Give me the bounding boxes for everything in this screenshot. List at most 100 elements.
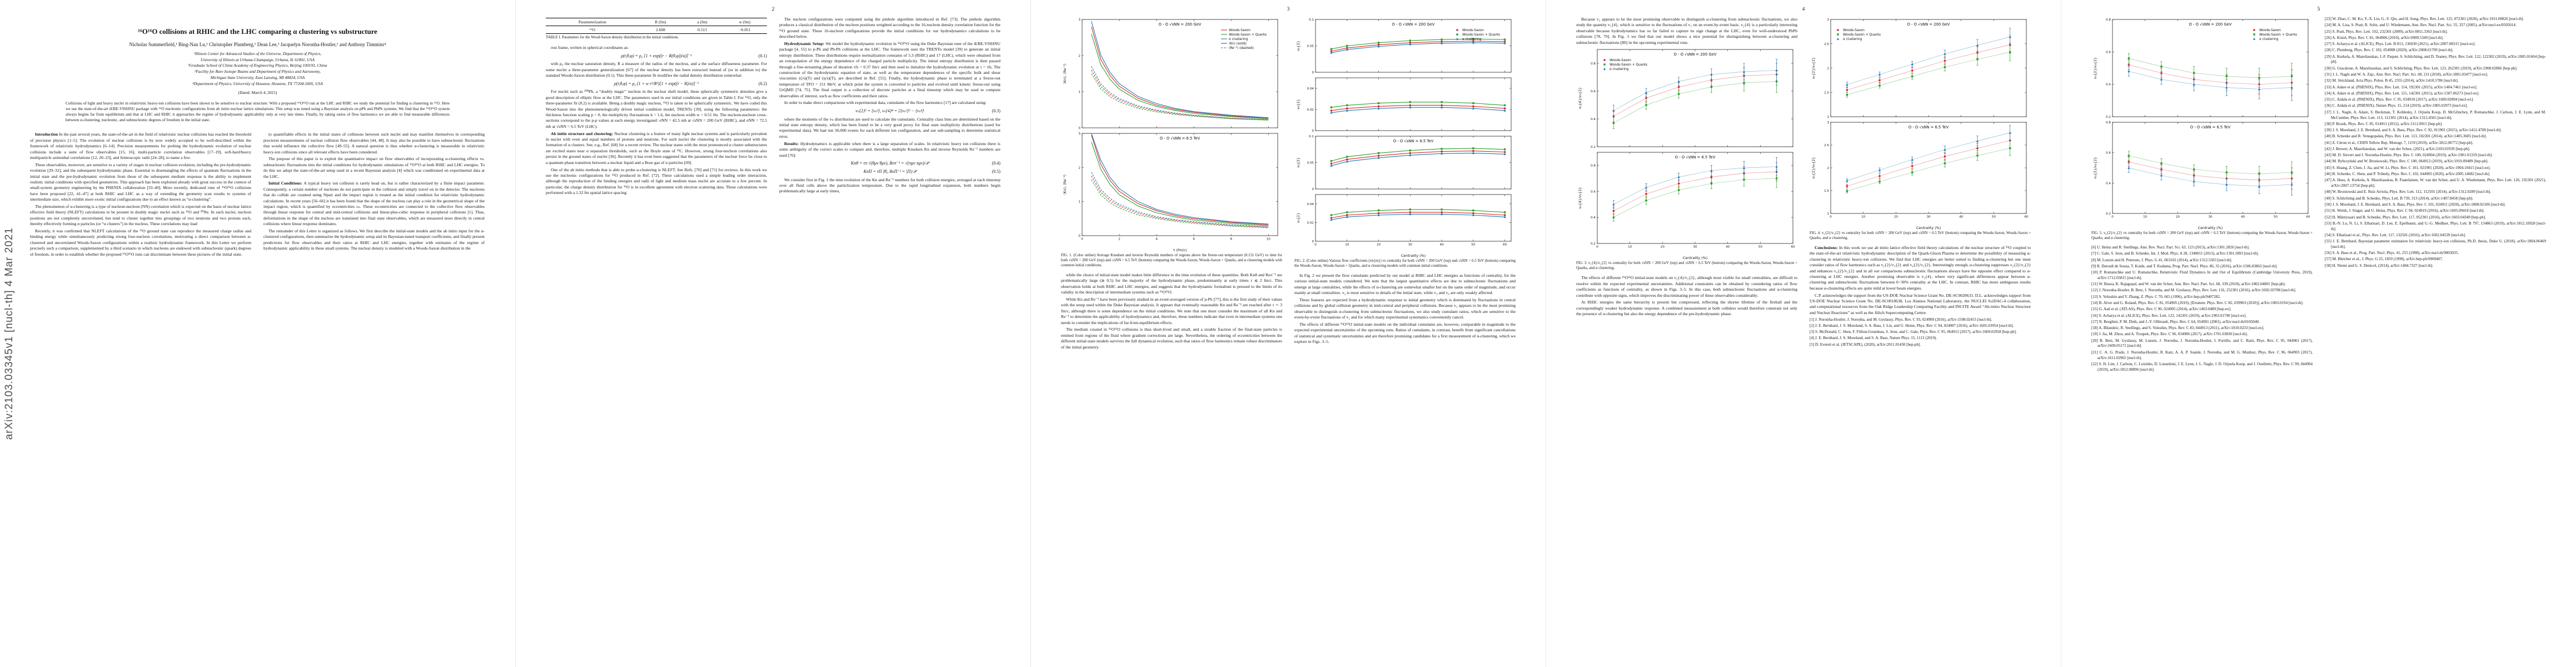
parameters-table: Parameterization R (fm) a (fm) w (fm) ¹⁶O 2.6… (546, 18, 767, 34)
svg-text:⟨Re⁻¹⟩ (dashed): ⟨Re⁻¹⟩ (dashed) (1229, 46, 1254, 50)
paragraph: We consider first in Fig. 1 the time evo… (779, 177, 1000, 194)
column-right: 0 0.05 0.1 O - O √sNN = 200 GeV v₂{2} Woods-S… (1294, 17, 1516, 351)
svg-text:30: 30 (1693, 246, 1697, 249)
reference-item: [16] S. Acharya et al. (ALICE), Phys. Re… (2091, 313, 2247, 318)
reference-item: [57] M. Bleicher et al., J. Phys. G 25, … (2325, 257, 2443, 262)
svg-text:Woods-Saxon: Woods-Saxon (1843, 29, 1865, 32)
column-left: Because v₂ appears to be the most promis… (1576, 17, 1797, 349)
paragraph: Conclusions: In this work we use ab init… (1810, 245, 2031, 291)
paragraph: In Fig. 2 we present the flow cumulants … (1294, 272, 1516, 296)
page-1: arXiv:2103.03345v1 [nucl-th] 4 Mar 2021 … (0, 0, 515, 667)
section-lead: Results: (784, 141, 800, 146)
figure-1-chart: 0 1 2 3 O - O √sNN = 200 GeV ⟨Kn⟩, ⟨Re⁻¹⟩ Wood… (1061, 17, 1282, 252)
reference-item: [29] A. Kurkela, A. Mazeliauskas, J.-F. … (2325, 54, 2546, 64)
reference-item: [8] M. Luzum and H. Petersen, J. Phys. G… (2091, 257, 2233, 262)
svg-text:α clustering: α clustering (2259, 38, 2279, 41)
page-2-body: Parameterization R (fm) a (fm) w (fm) ¹⁶O 2.6… (546, 17, 1000, 197)
svg-text:Woods-Saxon + Quarks: Woods-Saxon + Quarks (1843, 33, 1881, 37)
page-5: 5 0.2 0.4 0.6 0.8 O - O √sNN = 200 GeV v₄{2}/… (2061, 0, 2576, 667)
column-left: 0.2 0.4 0.6 0.8 O - O √sNN = 200 GeV v₄{2}/v₂… (2091, 17, 2313, 374)
svg-text:v₂{4}/v₂{2}: v₂{4}/v₂{2} (1578, 87, 1582, 109)
svg-text:60: 60 (1503, 243, 1507, 247)
paragraph: Because v₂ appears to be the most promis… (1576, 17, 1797, 45)
reference-item: [41] Z. Citron et al., CERN Yellow Rep. … (2325, 140, 2474, 145)
affiliation-line: University of Illinois at Urbana-Champai… (201, 57, 315, 62)
figure-4-caption: FIG. 4. v₂{2}/v₃{2} vs centrality for bo… (1810, 231, 2031, 240)
svg-text:⟨Kn⟩, ⟨Re⁻¹⟩: ⟨Kn⟩, ⟨Re⁻¹⟩ (1063, 175, 1067, 195)
column-right: to quantifiable effects in the initial s… (263, 132, 485, 258)
reference-item: [30] G. Giacalone, A. Mazeliauskas, and … (2325, 66, 2518, 71)
reference-item: [7] C. Gale, S. Jeon, and B. Schenke, In… (2091, 251, 2259, 256)
svg-text:Woods-Saxon + Quarks: Woods-Saxon + Quarks (1462, 33, 1500, 37)
svg-text:v₄{2}/v₂{2}: v₄{2}/v₂{2} (2093, 157, 2097, 178)
svg-text:1: 1 (1078, 91, 1080, 94)
paragraph: These features are expected from a hydro… (1294, 297, 1516, 320)
paragraph: The medium created in ¹⁶O¹⁶O collisions … (1061, 327, 1282, 350)
chart-svg: 0 0.05 0.1 O - O √sNN = 200 GeV v₂{2} Woods-S… (1296, 18, 1512, 258)
reference-item: [46] B. Schenke, C. Shen, and P. Tribedy… (2325, 172, 2490, 177)
svg-text:⟨Kn⟩ (solid): ⟨Kn⟩ (solid) (1229, 42, 1247, 46)
svg-text:10: 10 (1861, 216, 1866, 219)
svg-text:0: 0 (1314, 243, 1317, 247)
svg-text:Centrality (%): Centrality (%) (1916, 226, 1941, 230)
column-right: [23] W. Zhao, C. M. Ko, Y.-X. Liu, G.-Y.… (2325, 17, 2546, 374)
svg-text:α clustering: α clustering (1229, 38, 1248, 41)
svg-text:v₃{2}: v₃{2} (1296, 99, 1301, 109)
svg-text:0: 0 (1078, 235, 1080, 238)
svg-text:0.4: 0.4 (1591, 217, 1596, 220)
page-1-body: Introduction In the past several years, … (30, 132, 485, 258)
svg-text:v₄{2}/v₂{2}: v₄{2}/v₂{2} (2093, 57, 2097, 79)
svg-text:0: 0 (1830, 216, 1832, 219)
svg-text:20: 20 (1661, 246, 1665, 249)
svg-text:O - O √sNN = 6.5 TeV: O - O √sNN = 6.5 TeV (1675, 155, 1716, 160)
section-lead: Introduction (35, 132, 59, 137)
svg-text:8: 8 (1230, 238, 1232, 241)
svg-text:α clustering: α clustering (1843, 38, 1862, 41)
svg-text:40: 40 (1726, 246, 1730, 249)
paragraph: The nucleon configurations were computed… (779, 17, 1000, 39)
reference-item: [53] B.-N. Lu, N. Li, S. Elhatisari, D. … (2325, 221, 2546, 231)
column-left: Parameterization R (fm) a (fm) w (fm) ¹⁶O 2.6… (546, 17, 767, 197)
svg-text:O - O √sNN = 6.5 TeV: O - O √sNN = 6.5 TeV (1393, 139, 1434, 143)
svg-text:0: 0 (1596, 246, 1598, 249)
figure-2-caption: FIG. 2. (Color online) Various flow coef… (1294, 259, 1516, 268)
reference-item: [42] J. Brewer, A. Mazeliauskas, and W. … (2325, 146, 2470, 151)
svg-text:60: 60 (1791, 246, 1795, 249)
reference-item: [38] P. Bozek, Phys. Rev. C 85, 014911 (… (2325, 121, 2443, 126)
svg-text:O - O √sNN = 6.5 TeV: O - O √sNN = 6.5 TeV (2190, 125, 2231, 130)
svg-text:50: 50 (2274, 216, 2278, 219)
reference-item: [22] S. H. Lim, J. Carlson, C. Loizides,… (2091, 361, 2313, 372)
reference-item: [39] J. S. Moreland, J. E. Bernhard, and… (2325, 128, 2502, 133)
paper-header: ¹⁶O¹⁶O collisions at RHIC and the LHC co… (30, 28, 485, 123)
svg-text:2: 2 (1078, 54, 1080, 58)
reference-item: [26] A. Kisiel, Phys. Rev. C 81, 064906 … (2325, 35, 2444, 40)
svg-text:0.2: 0.2 (1591, 242, 1596, 246)
svg-text:v₂{2}/v₃{2}: v₂{2}/v₃{2} (1811, 157, 1816, 178)
svg-text:0.6: 0.6 (1591, 191, 1596, 194)
affiliation-line: ³Facility for Rare Isotope Beams and Dep… (195, 69, 321, 74)
svg-text:0.04: 0.04 (1307, 203, 1314, 206)
svg-text:1: 1 (1827, 212, 1829, 216)
reference-item: [2] J. E. Bernhard, J. S. Moreland, S. A… (1810, 323, 2014, 328)
svg-text:1: 1 (1827, 116, 1829, 119)
reference-item: [37] J. L. Nagle, A. Adare, S. Beckman, … (2325, 109, 2546, 120)
svg-text:4: 4 (1155, 238, 1158, 241)
svg-text:2.5: 2.5 (1824, 144, 1829, 147)
svg-text:Woods-Saxon + Quarks: Woods-Saxon + Quarks (1610, 63, 1647, 67)
reference-item: [3] S. McDonald, C. Shen, F. Fillion-Gou… (1810, 330, 2017, 335)
svg-text:τ (fm/c): τ (fm/c) (1173, 248, 1187, 252)
figure-3-chart: 0.2 0.4 0.6 0.8 O - O √sNN = 200 GeV v₂{4}/v₂… (1576, 47, 1797, 260)
page-number: 5 (2317, 7, 2320, 12)
svg-text:20: 20 (1894, 216, 1899, 219)
reference-item: [28] C. Plumberg, Phys. Rev. C 102, 0549… (2325, 48, 2454, 53)
figure-3: 0.2 0.4 0.6 0.8 O - O √sNN = 200 GeV v₂{4}/v₂… (1576, 47, 1797, 271)
column-right: 1 1.5 2 2.5 3 O - O √sNN = 200 GeV v₂{2}/v₃{2}… (1810, 17, 2031, 349)
page-3-body: 0 1 2 3 O - O √sNN = 200 GeV ⟨Kn⟩, ⟨Re⁻¹⟩ Wood… (1061, 17, 1516, 351)
svg-text:v₃{2}: v₃{2} (1296, 213, 1301, 223)
reference-item: [49] S. Schlichting and B. Schenke, Phys… (2325, 196, 2474, 201)
reference-item: [45] S. Huang, Z. Chen, J. Jia, and W. L… (2325, 165, 2491, 170)
reference-item: [19] J. Jia, M. Zhou, and A. Trzupek, Ph… (2091, 332, 2248, 337)
svg-text:20: 20 (2176, 216, 2180, 219)
reference-list-left: [6] U. Heinz and R. Snellings, Ann. Rev.… (2091, 245, 2313, 372)
svg-text:0.2: 0.2 (2106, 116, 2111, 119)
